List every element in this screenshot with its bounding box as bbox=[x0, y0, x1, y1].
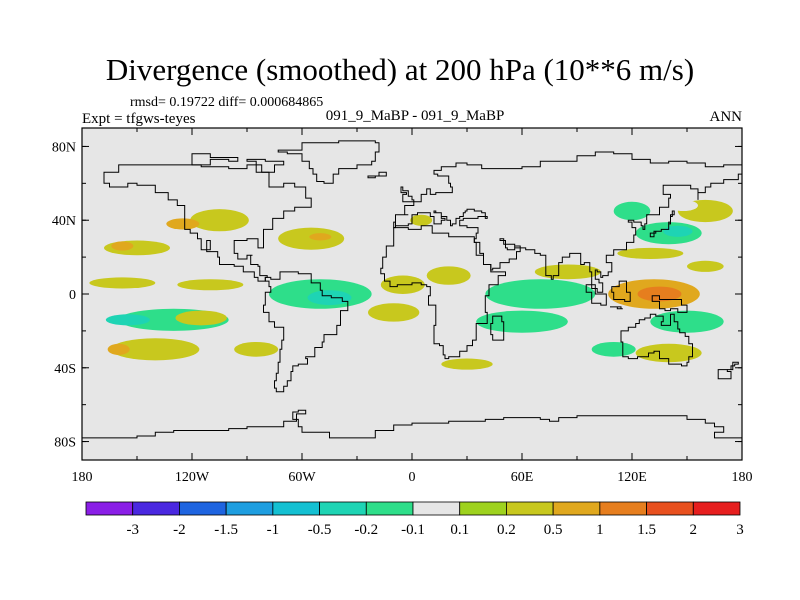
lat-tick-label: 80S bbox=[54, 436, 76, 451]
chart-title: Divergence (smoothed) at 200 hPa (10**6 … bbox=[105, 52, 695, 87]
coastline bbox=[277, 140, 380, 184]
contour-patch bbox=[454, 251, 499, 263]
contour-patch bbox=[687, 260, 724, 272]
contour-patch bbox=[668, 199, 698, 211]
contour-patch bbox=[476, 345, 568, 365]
contour-patch bbox=[613, 201, 651, 221]
contour-patch bbox=[166, 395, 182, 403]
contour-patch bbox=[476, 310, 568, 333]
contour-patch bbox=[111, 241, 134, 251]
coastline bbox=[585, 284, 607, 306]
contour-patch bbox=[417, 314, 462, 330]
coastline bbox=[651, 295, 688, 313]
coastline bbox=[620, 313, 693, 367]
lon-tick-label: 120E bbox=[617, 470, 647, 485]
lon-tick-label: 60E bbox=[511, 470, 534, 485]
contour-patch bbox=[175, 310, 227, 326]
contour-patch bbox=[368, 303, 420, 322]
contour-patch bbox=[687, 358, 724, 370]
coastline bbox=[246, 158, 285, 173]
coastline bbox=[717, 369, 732, 380]
contour-patch bbox=[349, 343, 402, 355]
contour-patch bbox=[309, 233, 332, 241]
coastline bbox=[380, 225, 506, 360]
contour-patch bbox=[265, 205, 284, 217]
lat-tick-label: 40N bbox=[52, 214, 76, 229]
coastline bbox=[490, 315, 505, 341]
contour-fill-layer bbox=[85, 188, 733, 403]
contour-patch bbox=[177, 279, 244, 291]
contour-patch bbox=[190, 209, 249, 232]
coastline bbox=[191, 153, 239, 166]
contour-patch bbox=[105, 314, 150, 326]
contour-patch bbox=[85, 258, 145, 271]
lat-tick-label: 40S bbox=[54, 362, 76, 377]
coastline bbox=[103, 164, 312, 282]
contour-patch bbox=[234, 341, 279, 357]
coastline-layer bbox=[82, 140, 742, 460]
contour-patch bbox=[283, 349, 321, 365]
contour-patch bbox=[663, 225, 693, 237]
lat-tick-label: 0 bbox=[69, 288, 76, 303]
contour-patch bbox=[166, 218, 200, 230]
lon-tick-label: 60W bbox=[288, 470, 316, 485]
contour-patch bbox=[89, 277, 156, 289]
contour-patch bbox=[635, 343, 702, 363]
contour-patch bbox=[327, 196, 350, 208]
contour-patch bbox=[182, 365, 220, 378]
contour-patch bbox=[591, 341, 636, 357]
coastline bbox=[610, 306, 623, 310]
lon-tick-label: 120W bbox=[175, 470, 210, 485]
contour-patch bbox=[650, 310, 724, 333]
experiment-label: Expt = tfgws-teyes bbox=[82, 111, 196, 127]
coastline bbox=[367, 171, 387, 179]
contour-patch bbox=[485, 279, 596, 309]
coastline bbox=[649, 210, 675, 238]
contour-patch bbox=[441, 358, 493, 370]
contour-patch bbox=[617, 247, 684, 259]
coastline bbox=[263, 271, 349, 393]
period-label: ANN bbox=[709, 109, 743, 125]
coastline bbox=[400, 186, 415, 203]
contour-patch bbox=[107, 343, 130, 355]
lon-tick-label: 180 bbox=[72, 470, 93, 485]
stats-text: rmsd= 0.19722 diff= 0.000684865 bbox=[130, 95, 324, 110]
contour-patch bbox=[111, 338, 200, 361]
coastline bbox=[727, 361, 739, 371]
contour-patch bbox=[426, 266, 471, 285]
lon-tick-label: 180 bbox=[732, 470, 753, 485]
contour-patch bbox=[170, 188, 214, 204]
lat-tick-label: 80N bbox=[52, 140, 76, 155]
contour-patch bbox=[307, 290, 352, 306]
case-label: 091_9_MaBP - 091_9_MaBP bbox=[325, 108, 505, 124]
coastline bbox=[611, 280, 631, 302]
contour-patch bbox=[410, 214, 433, 226]
contour-patch bbox=[637, 286, 682, 302]
coastline bbox=[393, 151, 742, 293]
lon-tick-label: 0 bbox=[409, 470, 416, 485]
coastline bbox=[82, 409, 742, 460]
